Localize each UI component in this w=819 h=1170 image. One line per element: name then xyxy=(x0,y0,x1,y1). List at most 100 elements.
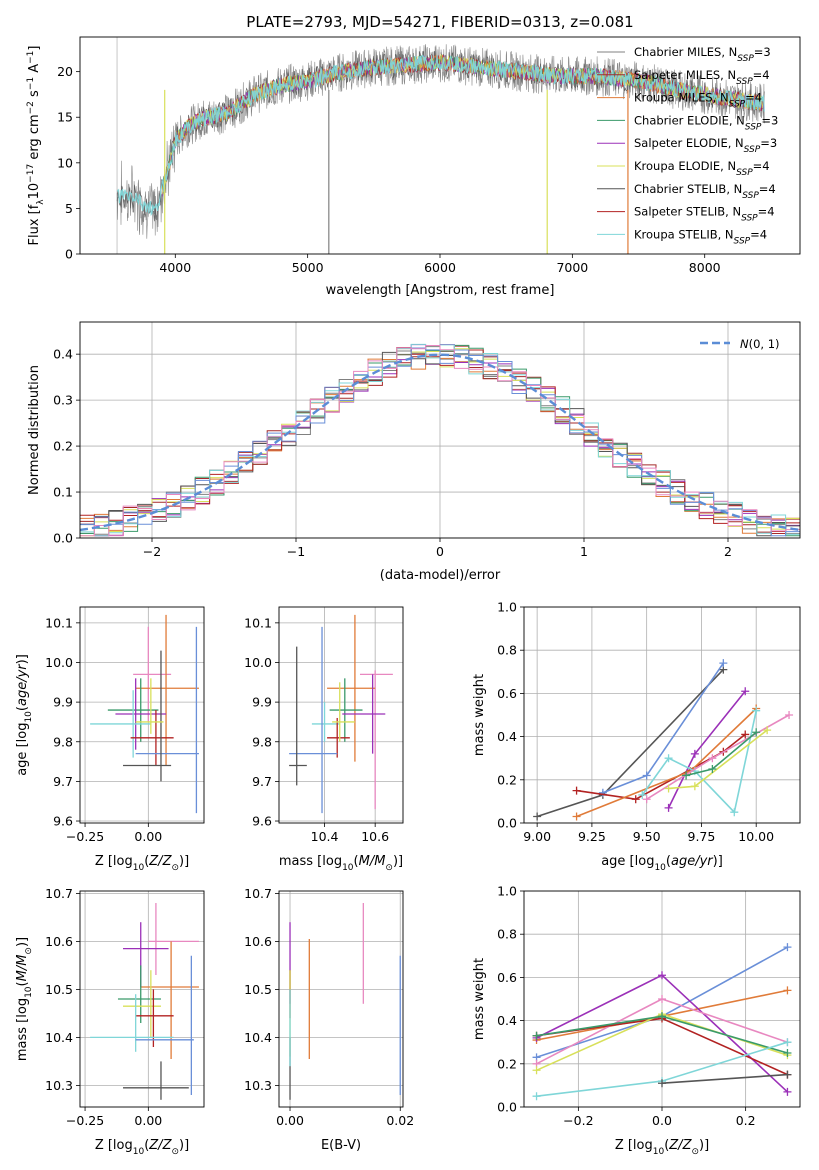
error-bar-point-9 xyxy=(332,682,355,742)
x-tick-label: −0.25 xyxy=(66,829,104,844)
legend-entry: N(0, 1) xyxy=(740,337,780,351)
legend-entry-3: Kroupa MILES, NSSP=4 xyxy=(634,91,762,110)
axes-frame xyxy=(79,606,205,824)
error-bar-point-7 xyxy=(90,994,174,1052)
error-bar-point-2 xyxy=(327,614,376,762)
y-tick-label: 0.6 xyxy=(497,970,517,985)
error-bar-point-5 xyxy=(123,970,161,1038)
x-tick-label: 1 xyxy=(580,544,588,559)
x-tick-label: 0 xyxy=(436,544,444,559)
error-bar-point-9 xyxy=(135,678,164,734)
legend: Chabrier MILES, NSSP=3 Salpeter MILES, NS… xyxy=(597,45,778,246)
y-tick-label: 0.0 xyxy=(53,531,73,546)
y-tick-label: 9.8 xyxy=(252,734,272,749)
y-tick-label: 10.4 xyxy=(45,1030,73,1045)
error-bar-point-2 xyxy=(135,614,199,766)
x-tick-label: 0.0 xyxy=(652,1113,672,1128)
weight-marker xyxy=(785,711,794,719)
weight-marker xyxy=(752,728,761,737)
y-tick-label: 10 xyxy=(57,155,73,170)
weight-marker xyxy=(664,784,673,793)
weight-line xyxy=(667,690,746,809)
weight-marker xyxy=(783,1087,792,1096)
axes-frame xyxy=(278,890,404,1108)
x-tick-label: 6000 xyxy=(424,260,456,275)
weight-marker xyxy=(664,803,673,812)
axes-frame xyxy=(278,606,404,824)
error-bar-point-1 xyxy=(148,903,199,975)
x-tick-label: 0.02 xyxy=(386,1113,414,1128)
y-tick-label: 15 xyxy=(57,110,73,125)
plot-area xyxy=(524,891,800,1107)
plot-area xyxy=(279,607,403,823)
error-bar-point-8 xyxy=(289,646,307,786)
error-bar-point-7 xyxy=(135,626,199,814)
x-tick-label: 9.50 xyxy=(633,829,661,844)
weight-marker xyxy=(783,943,792,952)
weight-marker xyxy=(741,730,750,739)
plot-area xyxy=(80,891,204,1107)
panel-2: −2 −1 0 1 2 0.0 0.1 0.2 0.3 0.4 (data-model)/error… xyxy=(27,321,801,583)
normal-curve xyxy=(80,353,800,532)
error-bar-point-6 xyxy=(327,717,350,758)
y-tick-label: 10.6 xyxy=(244,934,272,949)
weight-series-1 xyxy=(533,665,728,821)
weight-series-8 xyxy=(664,726,772,793)
legend-entry-9: Kroupa STELIB, NSSP=4 xyxy=(634,227,767,246)
y-tick-label: 0.2 xyxy=(497,1056,517,1071)
panel-8: −0.2 0.0 0.2 0.0 0.2 0.4 0.6 0.8 1.0 Z [log10(Z/Z… xyxy=(472,884,801,1157)
y-tick-label: 9.7 xyxy=(252,774,272,789)
x-axis-label: mass [log10(M/M⊙)] xyxy=(279,854,403,873)
y-tick-label: 0.2 xyxy=(497,772,517,787)
y-tick-label: 10.0 xyxy=(45,655,73,670)
error-bar-point-2 xyxy=(140,941,199,1059)
weight-marker xyxy=(658,1079,666,1088)
weight-marker xyxy=(642,771,651,780)
y-tick-label: 0 xyxy=(65,247,73,262)
y-tick-label: 9.9 xyxy=(252,695,272,710)
legend-entry-4: Chabrier ELODIE, NSSP=3 xyxy=(634,113,778,132)
weight-marker xyxy=(642,795,651,804)
y-tick-label: 0.8 xyxy=(497,927,517,942)
x-tick-label: −0.2 xyxy=(563,1113,593,1128)
legend-entry-8: Salpeter STELIB, NSSP=4 xyxy=(634,205,775,224)
y-tick-label: 0.8 xyxy=(497,643,517,658)
y-axis-label: mass weight xyxy=(472,958,487,1040)
weight-marker xyxy=(664,754,673,763)
error-bar-point-6 xyxy=(130,710,174,766)
panel-1: 4000 5000 6000 7000 8000 0 5 10 15 20 PLATE=2793, … xyxy=(26,13,801,298)
weight-marker xyxy=(690,782,699,791)
y-tick-label: 10.5 xyxy=(244,982,272,997)
y-tick-label: 10.1 xyxy=(45,615,73,630)
panel-3: −0.25 0.00 9.6 9.7 9.8 9.9 10.0 10.1 Z [log10(Z/… xyxy=(15,606,205,873)
y-tick-label: 0.0 xyxy=(497,1100,517,1115)
y-tick-label: 10.1 xyxy=(244,615,272,630)
weight-marker xyxy=(708,754,717,763)
legend-entry-1: Chabrier MILES, NSSP=3 xyxy=(634,45,771,64)
spectrum-series-8 xyxy=(161,54,765,193)
x-tick-label: 9.25 xyxy=(578,829,606,844)
panel-7: 0.00 0.02 10.3 10.4 10.5 10.6 10.7 E(B-V) xyxy=(244,886,414,1153)
weight-marker xyxy=(708,765,717,773)
y-axis-label: mass weight xyxy=(472,674,487,756)
x-axis-label: E(B-V) xyxy=(321,1138,361,1153)
x-axis-label: Z [log10(Z/Z⊙)] xyxy=(615,1138,709,1157)
legend-entry-7: Chabrier STELIB, NSSP=4 xyxy=(634,182,776,201)
weight-marker xyxy=(631,795,640,804)
x-tick-label: 9.00 xyxy=(523,829,551,844)
y-tick-label: 20 xyxy=(57,64,73,79)
y-tick-label: 10.7 xyxy=(244,886,272,901)
y-tick-label: 10.3 xyxy=(244,1078,272,1093)
weight-marker xyxy=(658,995,666,1003)
weight-marker xyxy=(532,1066,541,1075)
error-bar-point-3 xyxy=(123,922,169,987)
error-bar-point-1 xyxy=(359,670,393,810)
x-axis-label: Z [log10(Z/Z⊙)] xyxy=(95,1138,189,1157)
x-tick-label: 7000 xyxy=(556,260,588,275)
y-tick-label: 10.5 xyxy=(45,982,73,997)
y-tick-label: 0.1 xyxy=(53,485,73,500)
x-tick-label: 10.4 xyxy=(311,829,339,844)
y-tick-label: 0.0 xyxy=(497,816,517,831)
x-tick-label: 4000 xyxy=(159,260,191,275)
